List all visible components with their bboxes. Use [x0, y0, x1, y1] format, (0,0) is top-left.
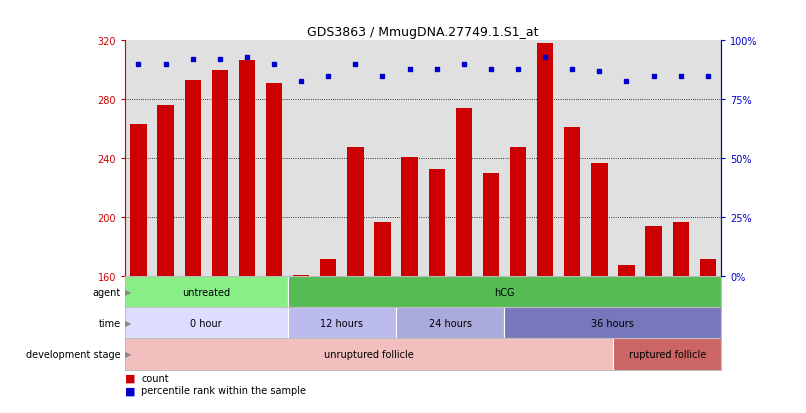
Text: ■: ■	[125, 373, 135, 383]
Bar	[483, 174, 499, 277]
Bar	[266, 84, 282, 277]
Bar	[157, 106, 174, 277]
Text: development stage: development stage	[27, 349, 121, 359]
Text: 0 hour: 0 hour	[190, 318, 222, 328]
Bar	[537, 44, 553, 277]
Bar	[429, 169, 445, 277]
Bar	[239, 60, 255, 277]
Bar	[401, 157, 418, 277]
Bar	[613, 339, 721, 370]
Bar	[646, 227, 662, 277]
Text: time: time	[99, 318, 121, 328]
Bar	[672, 222, 689, 277]
Bar	[592, 164, 608, 277]
Bar	[212, 71, 228, 277]
Text: ▶: ▶	[125, 288, 131, 297]
Bar	[618, 265, 634, 277]
Bar	[125, 277, 288, 308]
Text: unruptured follicle: unruptured follicle	[324, 349, 413, 359]
Text: hCG: hCG	[494, 287, 515, 297]
Bar	[564, 128, 580, 277]
Bar	[396, 308, 505, 339]
Bar	[125, 308, 288, 339]
Text: 24 hours: 24 hours	[429, 318, 472, 328]
Text: ▶: ▶	[125, 350, 131, 358]
Text: 36 hours: 36 hours	[592, 318, 634, 328]
Bar	[131, 125, 147, 277]
Bar	[125, 339, 613, 370]
Bar	[374, 222, 391, 277]
Bar	[320, 259, 336, 277]
Bar	[505, 308, 721, 339]
Bar	[347, 147, 364, 277]
Text: 12 hours: 12 hours	[320, 318, 364, 328]
Bar	[510, 147, 526, 277]
Text: count: count	[141, 373, 168, 383]
Bar	[293, 275, 310, 277]
Text: untreated: untreated	[182, 287, 231, 297]
Text: agent: agent	[93, 287, 121, 297]
Text: ■: ■	[125, 385, 135, 395]
Bar	[185, 81, 201, 277]
Text: ▶: ▶	[125, 319, 131, 328]
Bar	[288, 277, 721, 308]
Text: ruptured follicle: ruptured follicle	[629, 349, 706, 359]
Bar	[288, 308, 396, 339]
Text: percentile rank within the sample: percentile rank within the sample	[141, 385, 306, 395]
Bar	[700, 259, 716, 277]
Bar	[455, 109, 472, 277]
Title: GDS3863 / MmugDNA.27749.1.S1_at: GDS3863 / MmugDNA.27749.1.S1_at	[307, 26, 539, 39]
